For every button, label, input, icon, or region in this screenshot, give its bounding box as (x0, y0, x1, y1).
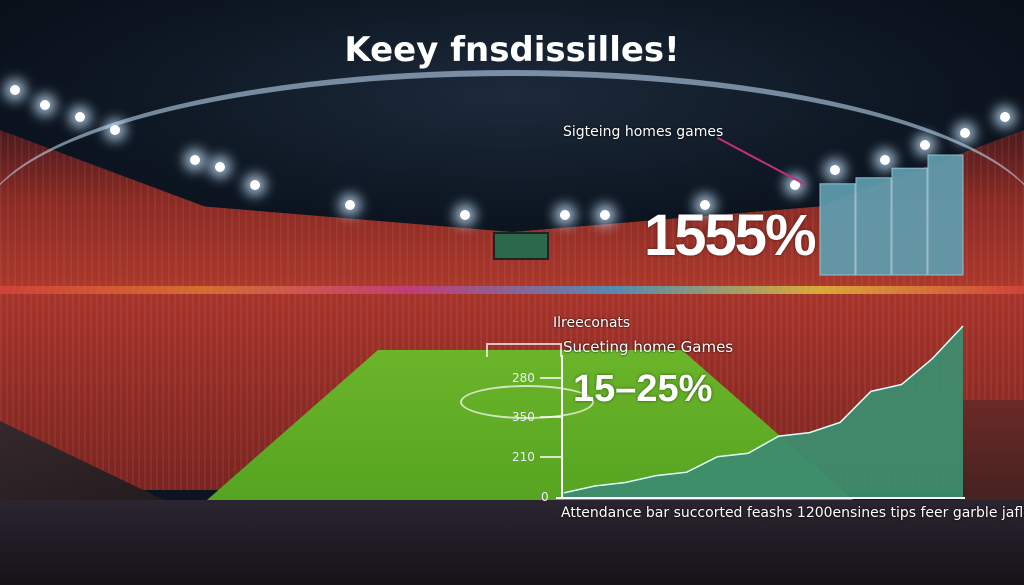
floodlight (40, 100, 50, 110)
bar-panel-label: Sigteing homes games (563, 124, 724, 140)
floodlight (790, 180, 800, 190)
ad-boards (0, 286, 1024, 294)
y-tick-label: 0 (541, 490, 549, 504)
area-series (564, 326, 963, 498)
area-panel-label-top: Ilreeconats (553, 315, 631, 331)
floodlight (600, 210, 610, 220)
floodlight (345, 200, 355, 210)
floodlight (190, 155, 200, 165)
floodlight (75, 112, 85, 122)
crowd-front (0, 500, 1024, 585)
headline: Keey fnsdissilles! (344, 30, 680, 70)
y-tick-label: 280 (512, 371, 535, 385)
y-tick-label: 350 (512, 410, 535, 424)
scoreboard-screen (493, 232, 549, 260)
floodlight (700, 200, 710, 210)
floodlight (460, 210, 470, 220)
bar (855, 177, 892, 276)
floodlight (830, 165, 840, 175)
y-tick-label: 210 (512, 450, 535, 464)
floodlight (250, 180, 260, 190)
area-series-line (563, 325, 964, 494)
floodlight (215, 162, 225, 172)
area-panel-label: Suceting home Games (563, 338, 734, 356)
bar (927, 154, 964, 276)
goal (486, 343, 562, 357)
bar-panel-value: 1555% (644, 203, 817, 268)
area-panel-value: 15–25% (573, 368, 713, 410)
center-circle (460, 385, 594, 419)
stadium-roof (0, 70, 1024, 226)
floodlight (560, 210, 570, 220)
area-caption: Attendance bar succorted feashs 1200ensi… (561, 505, 1024, 521)
floodlight (10, 85, 20, 95)
floodlight (880, 155, 890, 165)
floodlight (1000, 112, 1010, 122)
floodlight (920, 140, 930, 150)
bar (891, 167, 928, 276)
floodlight (110, 125, 120, 135)
floodlight (960, 128, 970, 138)
bar (819, 183, 856, 276)
